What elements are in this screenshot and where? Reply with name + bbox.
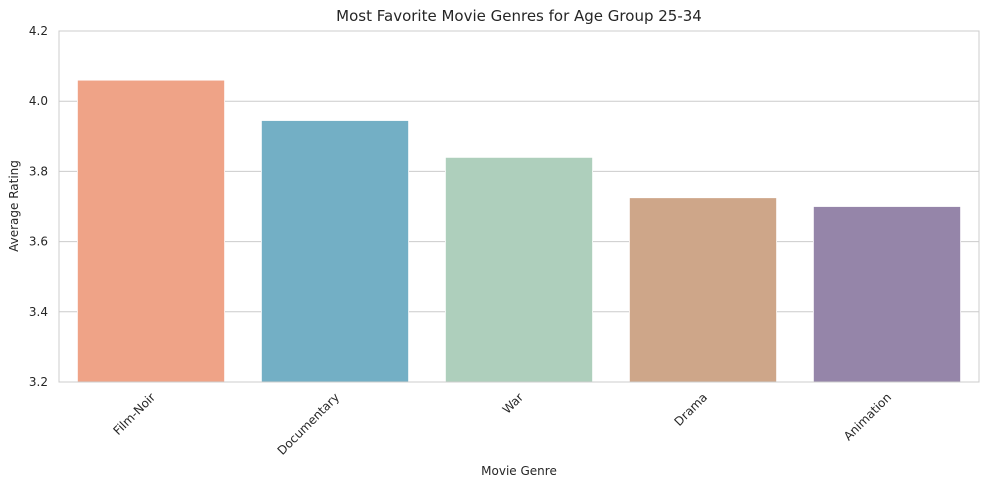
y-tick-labels: 3.2 3.4 3.6 3.8 4.0 4.2 <box>29 24 48 389</box>
bar-film-noir <box>77 79 225 383</box>
y-axis-label: Average Rating <box>7 160 21 252</box>
y-tick-label: 4.0 <box>29 94 48 108</box>
y-tick-label: 3.8 <box>29 164 48 178</box>
x-tick-label: Film-Noir <box>111 390 159 438</box>
y-tick-label: 4.2 <box>29 24 48 38</box>
y-tick-label: 3.2 <box>29 375 48 389</box>
y-tick-label: 3.6 <box>29 235 48 249</box>
x-tick-label: War <box>500 390 526 416</box>
x-tick-labels: Film-Noir Documentary War Drama Animation <box>111 390 895 458</box>
plot-frame <box>58 30 980 383</box>
bar-layer <box>77 79 962 383</box>
x-tick-label: Animation <box>841 390 894 443</box>
bar-war <box>444 156 593 383</box>
x-tick-label: Drama <box>672 390 711 429</box>
bar-drama <box>629 197 778 383</box>
x-tick-label: Documentary <box>275 390 343 458</box>
x-axis-label: Movie Genre <box>481 464 557 478</box>
bar-animation <box>813 206 962 383</box>
bar-documentary <box>260 120 409 383</box>
y-tick-label: 3.4 <box>29 305 48 319</box>
chart-title: Most Favorite Movie Genres for Age Group… <box>336 7 702 25</box>
